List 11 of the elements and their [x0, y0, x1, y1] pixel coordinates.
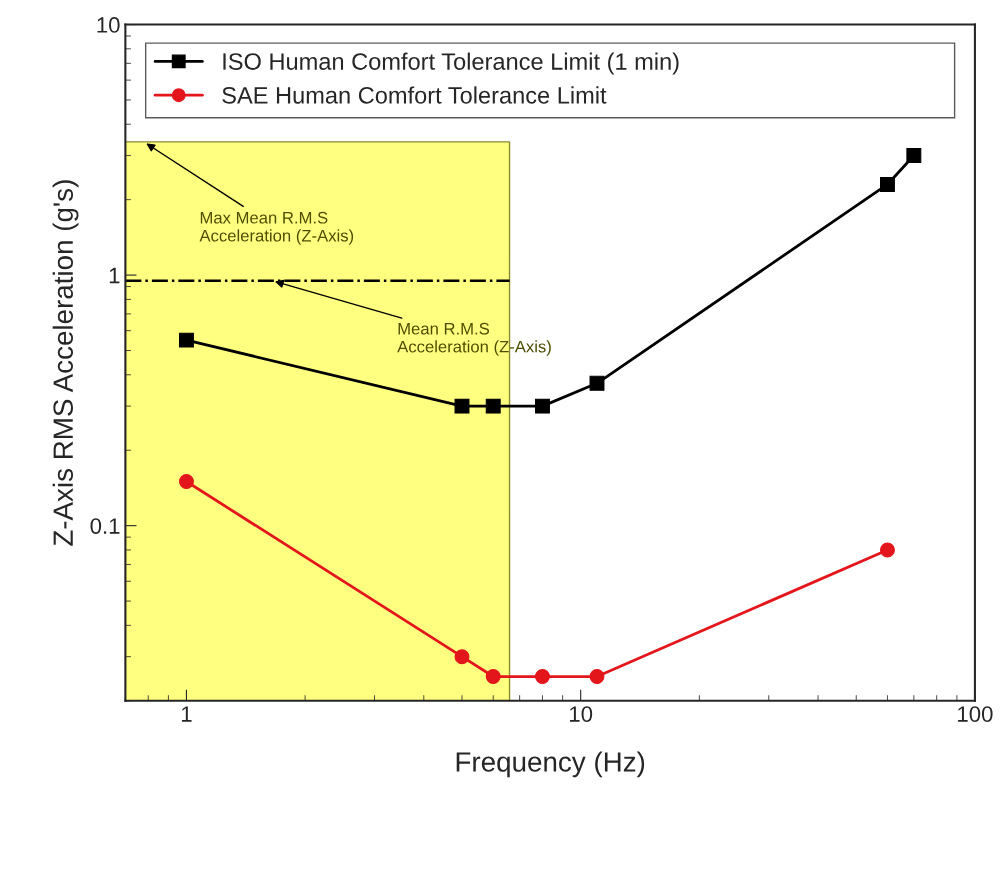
y-tick-label: 0.1 — [90, 518, 120, 534]
x-tick-label: 1 — [181, 706, 192, 722]
legend-label: ISO Human Comfort Tolerance Limit (1 min) — [223, 52, 679, 75]
y-tick-label: 10 — [97, 17, 120, 33]
y-axis-title: Z-Axis RMS Acceleration (g's) — [52, 180, 79, 546]
x-tick-label: 100 — [958, 706, 993, 722]
x-axis-title: Frequency (Hz) — [456, 751, 645, 778]
y-tick-label: 1 — [109, 267, 120, 284]
x-tick-label: 10 — [570, 706, 593, 722]
annotation: Max Mean R.M.S Acceleration (Z-Axis) — [199, 211, 354, 245]
legend-label: SAE Human Comfort Tolerance Limit — [222, 86, 607, 104]
